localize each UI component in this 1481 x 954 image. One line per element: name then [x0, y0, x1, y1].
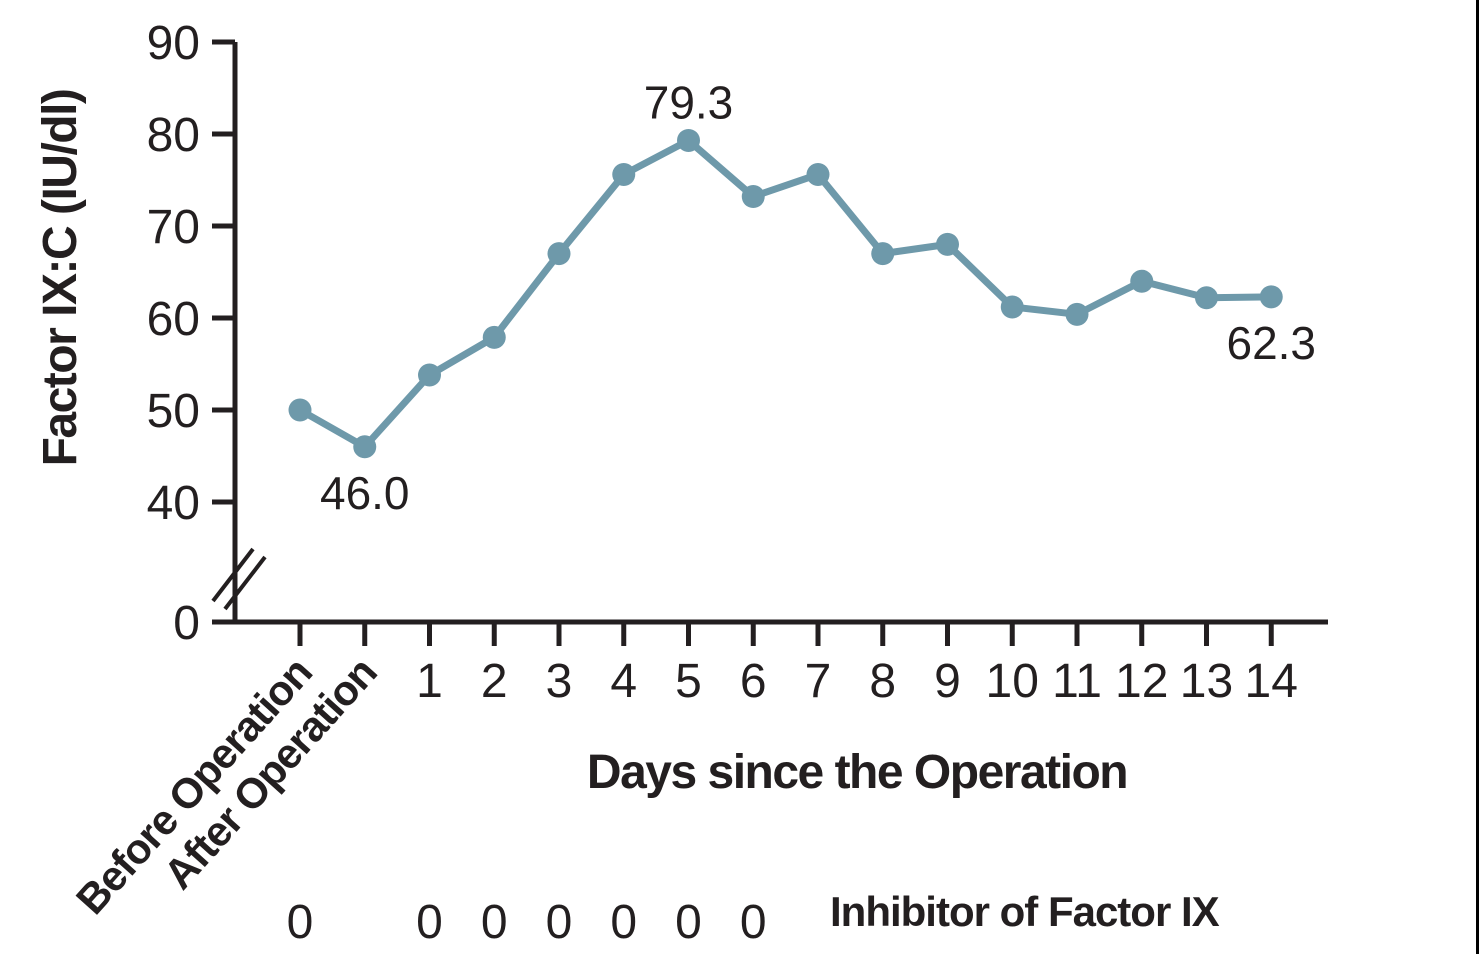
inhibitor-zero: 0: [416, 896, 443, 949]
x-tick-label: 9: [934, 655, 961, 708]
inhibitor-zero: 0: [287, 896, 314, 949]
x-tick-label: 14: [1245, 655, 1298, 708]
x-tick-label: 3: [546, 655, 573, 708]
x-tick-label: 7: [805, 655, 832, 708]
data-point: [936, 232, 959, 256]
x-tick-label: 8: [869, 655, 896, 708]
data-point: [1130, 269, 1154, 293]
x-tick-label: 1: [416, 655, 443, 708]
y-tick-label: 60: [147, 293, 200, 346]
data-point: [741, 185, 765, 209]
axis-break-mark: [211, 547, 255, 603]
data-point: [1000, 295, 1024, 319]
inhibitor-zero: 0: [675, 896, 702, 949]
y-tick-label: 40: [147, 477, 200, 530]
page-border-right: [1476, 0, 1479, 954]
x-tick-label: 11: [1052, 655, 1102, 708]
data-point: [806, 162, 830, 186]
data-point-label: 62.3: [1226, 317, 1316, 369]
data-line: [296, 136, 1275, 451]
x-tick-label: 13: [1180, 655, 1233, 708]
x-axis-title: Days since the Operation: [587, 746, 1127, 799]
x-tick-label: 4: [610, 655, 637, 708]
y-tick-label: 80: [147, 109, 200, 162]
x-tick-label: 6: [740, 655, 767, 708]
x-tick-label: 2: [481, 655, 508, 708]
inhibitor-zero: 0: [740, 896, 767, 949]
data-point: [871, 242, 895, 266]
inhibitor-zero: 0: [481, 896, 508, 949]
y-axis-title: Factor IX:C (IU/dl): [34, 90, 87, 467]
x-tick-label: 10: [986, 655, 1039, 708]
data-point: [1259, 285, 1283, 309]
data-point-label: 46.0: [320, 467, 410, 519]
y-tick-label: 90: [147, 17, 200, 70]
y-tick-label: 70: [147, 201, 200, 254]
data-point: [353, 435, 377, 459]
y-tick-label: 0: [173, 597, 200, 650]
x-tick-label: 12: [1115, 655, 1168, 708]
inhibitor-row-label: Inhibitor of Factor IX: [830, 888, 1220, 935]
data-point: [547, 242, 571, 266]
data-point: [482, 325, 506, 349]
data-point: [677, 128, 700, 152]
data-point-label: 79.3: [644, 76, 734, 128]
data-point: [288, 398, 312, 422]
inhibitor-zero: 0: [610, 896, 637, 949]
y-tick-label: 50: [147, 385, 200, 438]
data-point: [418, 363, 441, 387]
data-point: [612, 162, 636, 186]
x-tick-label: 5: [675, 655, 702, 708]
data-point: [1195, 286, 1218, 310]
data-point: [1065, 302, 1089, 326]
inhibitor-zero: 0: [546, 896, 573, 949]
axis-break-mark: [223, 555, 267, 611]
